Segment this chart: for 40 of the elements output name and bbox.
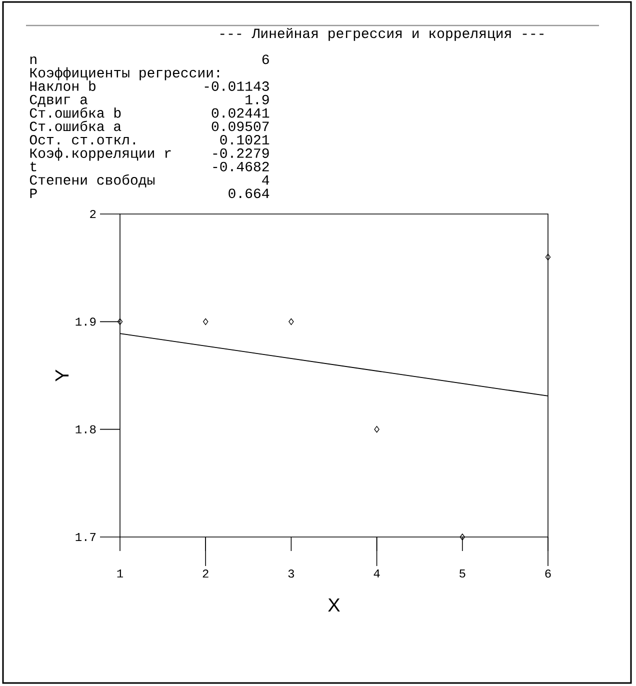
x-tick-label: 5 xyxy=(460,570,466,578)
text: 6 xyxy=(262,54,269,64)
text: 0.02441 xyxy=(212,108,270,118)
text: 1.9 xyxy=(246,94,269,104)
text: P xyxy=(30,188,37,198)
y-tick-label: 1.7 xyxy=(76,533,96,541)
x-tick-label: 4 xyxy=(374,570,380,578)
point xyxy=(288,318,294,326)
text: n xyxy=(30,56,36,64)
y-tick-label: 2 xyxy=(90,210,96,218)
point xyxy=(460,534,465,540)
text: 0.664 xyxy=(228,188,270,198)
x-tick-label: 1 xyxy=(117,570,124,578)
y-axis-title: Y xyxy=(55,370,69,382)
text: Степени свободы xyxy=(30,174,154,188)
text: Коэф.корреляции r xyxy=(30,148,171,161)
x-tick-label: 2 xyxy=(202,570,208,578)
y-tick-label: 1.9 xyxy=(76,318,96,326)
x-axis-title: X xyxy=(328,598,340,612)
text: Ст.ошибка a xyxy=(30,120,122,132)
y-tick-label: 1.8 xyxy=(76,425,96,434)
x-tick-label: 6 xyxy=(545,570,551,578)
text: Сдвиг a xyxy=(30,94,88,107)
text: Ост. ст.откл. xyxy=(30,135,135,145)
text: Ст.ошибка b xyxy=(30,107,121,118)
text: 0.1021 xyxy=(220,135,270,145)
chart-title: --- Линейная регрессия и корреляция --- xyxy=(220,28,544,41)
text: -0.4682 xyxy=(213,162,269,172)
point xyxy=(374,426,380,433)
text: 0.09507 xyxy=(212,122,269,132)
text: -0.2279 xyxy=(213,148,269,158)
x-tick-label: 3 xyxy=(288,570,294,578)
text: -0.01143 xyxy=(204,81,269,91)
text: Наклон b xyxy=(30,80,96,91)
point xyxy=(545,254,551,260)
point xyxy=(202,318,208,326)
text: Коэффициенты регрессии: xyxy=(30,67,219,80)
text: t xyxy=(30,162,36,172)
text: 4 xyxy=(262,175,270,185)
point xyxy=(117,318,123,326)
